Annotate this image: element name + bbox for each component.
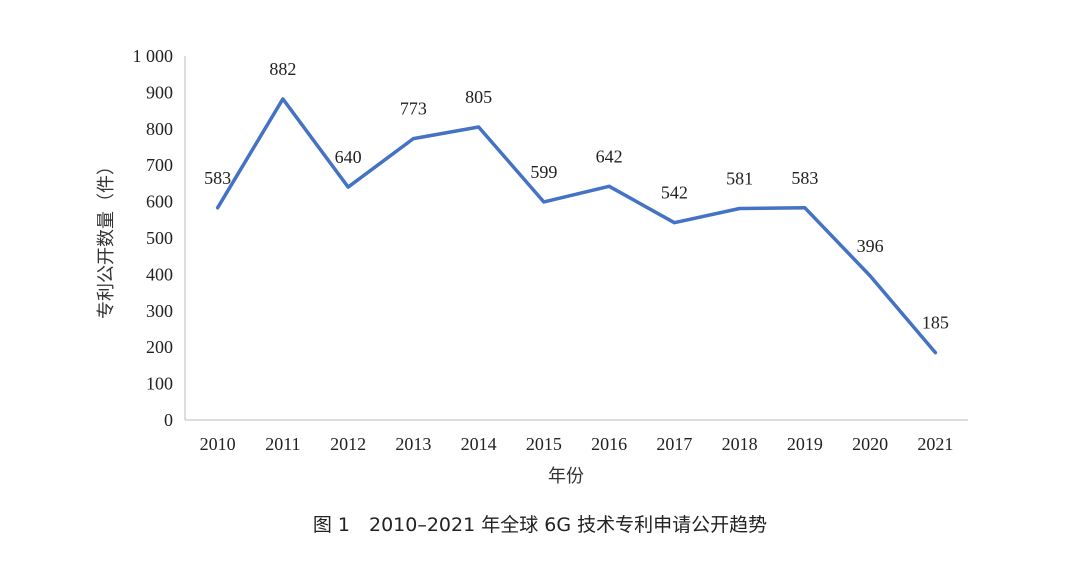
y-tick-label: 700 [146, 155, 173, 175]
y-tick-label: 900 [146, 82, 173, 102]
data-label: 599 [530, 162, 557, 182]
x-tick-label: 2015 [526, 434, 562, 454]
data-label: 396 [857, 236, 884, 256]
data-label: 542 [661, 183, 688, 203]
x-tick-label: 2014 [461, 434, 497, 454]
x-tick-label: 2013 [395, 434, 431, 454]
x-tick-label: 2012 [330, 434, 366, 454]
y-tick-label: 1 000 [133, 46, 174, 66]
y-tick-label: 300 [146, 301, 173, 321]
data-labels: 583 882 640 773 805 599 642 542 581 583 396 185 [204, 59, 949, 333]
x-tick-label: 2011 [265, 434, 300, 454]
x-tick-label: 2021 [917, 434, 953, 454]
data-label: 773 [400, 99, 427, 119]
y-tick-label: 600 [146, 192, 173, 212]
x-tick-label: 2019 [787, 434, 823, 454]
x-axis-title: 年份 [548, 466, 584, 487]
y-tick-labels: 0 100 200 300 400 500 600 700 800 900 1 000 [133, 46, 174, 430]
x-tick-label: 2020 [852, 434, 888, 454]
x-tick-labels: 2010 2011 2012 2013 2014 2015 2016 2017 2018 2019… [200, 434, 954, 454]
y-tick-label: 0 [164, 410, 173, 430]
data-label: 805 [465, 87, 492, 107]
x-tick-label: 2018 [722, 434, 758, 454]
y-tick-label: 500 [146, 228, 173, 248]
x-tick-label: 2016 [591, 434, 627, 454]
data-label: 642 [596, 146, 623, 166]
data-label: 581 [726, 169, 753, 189]
x-tick-label: 2010 [200, 434, 236, 454]
x-tick-label: 2017 [656, 434, 692, 454]
y-tick-label: 800 [146, 119, 173, 139]
y-tick-label: 100 [146, 374, 173, 394]
data-label: 583 [204, 168, 231, 188]
figure-caption: 图 1 2010–2021 年全球 6G 技术专利申请公开趋势 [312, 514, 768, 536]
data-label: 882 [269, 59, 296, 79]
series-line [215, 97, 938, 355]
y-tick-label: 200 [146, 337, 173, 357]
data-label: 583 [791, 168, 818, 188]
y-tick-label: 400 [146, 264, 173, 284]
y-axis-title: 专利公开数量（件） [96, 157, 117, 319]
data-label: 185 [922, 313, 949, 333]
data-label: 640 [335, 147, 362, 167]
